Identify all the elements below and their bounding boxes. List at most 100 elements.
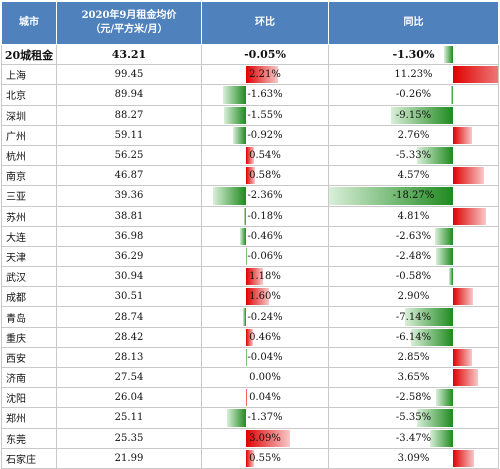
table-row: 成都 30.51 1.60% 2.90% — [1, 286, 499, 308]
yoy-cell: 2.76% — [328, 124, 499, 146]
yoy-label: -6.14% — [395, 331, 432, 343]
table-row: 杭州 56.25 0.54% -5.33% — [1, 144, 499, 167]
mom-bar — [224, 106, 247, 124]
mom-bar — [243, 308, 247, 326]
yoy-label: 2.85% — [397, 351, 430, 363]
table-row: 东莞 25.35 3.09% -3.47% — [1, 427, 499, 449]
table-row: 沈阳 26.04 0.04% -2.58% — [1, 387, 499, 409]
price-cell: 39.36 — [56, 185, 202, 207]
yoy-label: -7.14% — [395, 311, 432, 323]
header-mom: 环比 — [201, 1, 329, 45]
price-cell: 28.74 — [56, 306, 202, 328]
table-row: 石家庄 21.99 0.55% 3.09% — [1, 447, 499, 469]
mom-bar — [212, 187, 247, 205]
mom-bar — [246, 429, 291, 447]
mom-cell: 3.09% — [201, 427, 329, 449]
table-row: 武汉 30.94 1.18% -0.58% — [1, 266, 499, 288]
mom-bar — [246, 449, 255, 467]
yoy-bar — [453, 449, 475, 467]
city-cell: 大连 — [1, 225, 57, 247]
mom-label: 2.21% — [249, 69, 281, 81]
table-row: 郑州 25.11 -1.37% -5.35% — [1, 407, 499, 429]
yoy-label: -5.33% — [395, 150, 432, 162]
mom-cell: -0.18% — [201, 205, 329, 227]
yoy-label: -2.48% — [395, 250, 432, 262]
mom-cell: 0.46% — [201, 326, 329, 348]
mom-bar — [246, 146, 255, 165]
mom-cell: -2.36% — [201, 185, 329, 207]
yoy-label: -2.58% — [395, 392, 432, 404]
yoy-bar — [329, 187, 454, 205]
yoy-cell: -7.14% — [328, 306, 499, 328]
mom-cell: 2.21% — [201, 64, 329, 86]
price-cell: 89.94 — [56, 84, 202, 106]
price-cell: 30.51 — [56, 286, 202, 308]
city-cell: 天津 — [1, 245, 57, 268]
yoy-cell: -18.27% — [328, 185, 499, 207]
yoy-cell: -5.35% — [328, 407, 499, 429]
mom-label: 0.00% — [249, 372, 281, 384]
table-row: 大连 36.98 -0.46% -2.63% — [1, 225, 499, 247]
price-cell: 28.13 — [56, 346, 202, 369]
yoy-cell: 3.65% — [328, 366, 499, 389]
yoy-bar — [435, 227, 454, 245]
city-cell: 广州 — [1, 124, 57, 146]
mom-bar — [226, 409, 247, 427]
yoy-label: -2.63% — [395, 230, 432, 242]
city-cell: 武汉 — [1, 266, 57, 288]
table-row: 济南 27.54 0.00% 3.65% — [1, 366, 499, 389]
table-body: 20城租金 43.21 -0.05% -1.30% 上海 99.45 2.21% 11… — [1, 43, 499, 469]
price-cell: 21.99 — [56, 447, 202, 469]
mom-cell: -0.24% — [201, 306, 329, 328]
yoy-cell: -5.33% — [328, 144, 499, 167]
table-row: 苏州 38.81 -0.18% 4.81% — [1, 205, 499, 227]
price-cell: 26.04 — [56, 387, 202, 409]
mom-bar — [223, 86, 247, 104]
mom-bar — [245, 348, 247, 366]
yoy-bar — [451, 86, 454, 104]
price-cell: 25.35 — [56, 427, 202, 449]
yoy-bar — [390, 106, 454, 124]
mom-label: 3.09% — [249, 432, 281, 444]
mom-bar — [246, 268, 264, 286]
city-cell: 苏州 — [1, 205, 57, 227]
mom-cell: -1.37% — [201, 407, 329, 429]
price-cell: 88.27 — [56, 104, 202, 126]
mom-label: 0.04% — [249, 392, 281, 404]
mom-bar — [239, 227, 247, 245]
total-yoy-bar — [444, 46, 454, 64]
header-yoy: 同比 — [328, 1, 499, 45]
mom-label: -2.36% — [247, 190, 283, 202]
yoy-cell: 3.09% — [328, 447, 499, 469]
mom-bar — [246, 328, 253, 346]
mom-cell: 0.04% — [201, 387, 329, 409]
yoy-cell: -6.14% — [328, 326, 499, 348]
yoy-cell: -3.47% — [328, 427, 499, 449]
table-row: 天津 36.29 -0.06% -2.48% — [1, 245, 499, 268]
mom-cell: 0.54% — [201, 144, 329, 167]
table-row: 西安 28.13 -0.04% 2.85% — [1, 346, 499, 369]
yoy-bar — [453, 66, 498, 84]
city-cell: 济南 — [1, 366, 57, 389]
yoy-cell: -2.48% — [328, 245, 499, 268]
mom-cell: -1.63% — [201, 84, 329, 106]
header-price-line2: （元/平方米/月） — [90, 24, 168, 35]
yoy-bar — [453, 167, 485, 185]
table-row: 南京 46.87 0.58% 4.57% — [1, 165, 499, 187]
table-row: 北京 89.94 -1.63% -0.26% — [1, 84, 499, 106]
yoy-cell: 4.57% — [328, 165, 499, 187]
yoy-label: 3.65% — [397, 372, 430, 384]
price-cell: 99.45 — [56, 64, 202, 86]
city-cell: 深圳 — [1, 104, 57, 126]
mom-bar — [246, 288, 270, 306]
table-row: 上海 99.45 2.21% 11.23% — [1, 64, 499, 86]
city-cell: 郑州 — [1, 407, 57, 429]
price-cell: 27.54 — [56, 366, 202, 389]
price-cell: 30.94 — [56, 266, 202, 288]
yoy-cell: -9.15% — [328, 104, 499, 126]
yoy-bar — [453, 348, 473, 366]
yoy-label: -9.15% — [395, 109, 432, 121]
header-price: 2020年9月租金均价 （元/平方米/月） — [56, 1, 202, 45]
mom-label: -1.37% — [247, 412, 283, 424]
